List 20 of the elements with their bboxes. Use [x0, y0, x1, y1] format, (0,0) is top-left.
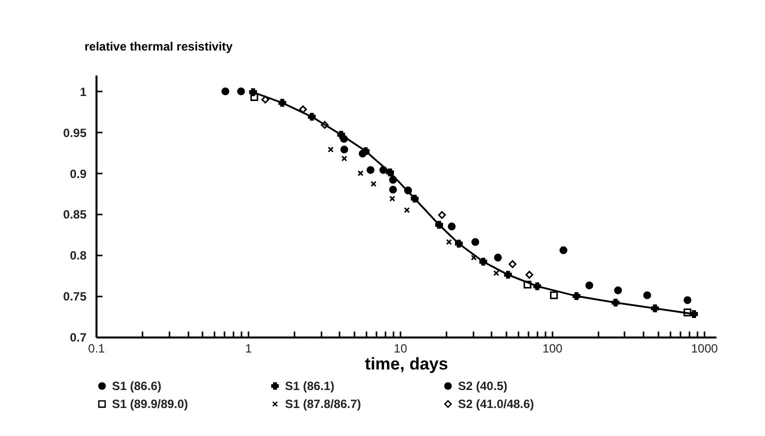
legend-label: S2 (41.0/48.6) — [458, 397, 534, 411]
y-tick-label: 0.9 — [70, 166, 87, 181]
y-tick-label: 0.8 — [70, 248, 87, 263]
y-tick-label: 0.85 — [63, 208, 87, 222]
y-tick-label: 0.75 — [63, 290, 87, 304]
legend-label: S1 (87.8/86.7) — [285, 397, 362, 411]
y-tick-label: 0.95 — [63, 126, 87, 140]
legend-label: S2 (40.5) — [458, 379, 508, 393]
x-tick-label: 0.1 — [88, 342, 106, 356]
x-tick-label: 10 — [394, 342, 408, 356]
legend-label: S1 (89.9/89.0) — [112, 397, 188, 411]
legend-label: S1 (86.6) — [112, 379, 162, 393]
x-tick-label: 1000 — [691, 342, 718, 356]
y-axis-title: relative thermal resistivity — [84, 40, 233, 54]
y-tick-label: 0.7 — [70, 330, 87, 344]
y-tick-label: 1 — [80, 84, 87, 99]
x-axis-title: time, days — [364, 354, 448, 374]
x-tick-label: 1 — [245, 342, 252, 356]
x-tick-label: 100 — [542, 342, 563, 356]
legend-label: S1 (86.1) — [285, 379, 334, 393]
